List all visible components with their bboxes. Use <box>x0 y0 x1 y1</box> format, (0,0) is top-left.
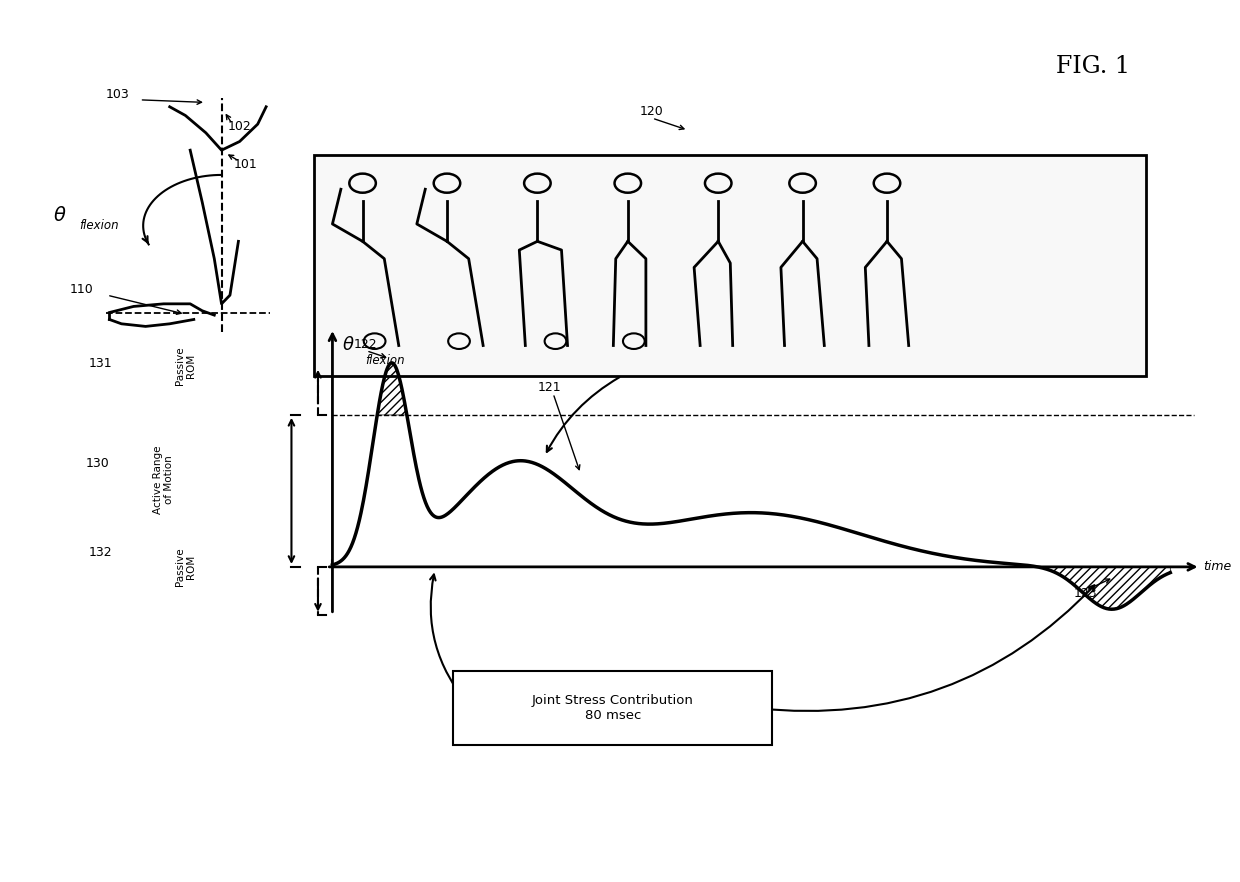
Text: time: time <box>1203 560 1231 573</box>
Text: $\theta$: $\theta$ <box>342 336 355 355</box>
Text: 132: 132 <box>89 546 113 558</box>
Text: 123: 123 <box>1074 587 1097 601</box>
Text: 121: 121 <box>537 381 560 393</box>
Text: 102: 102 <box>228 120 252 133</box>
Text: Active Range
of Motion: Active Range of Motion <box>153 445 175 514</box>
Text: Joint Stress Contribution
80 msec: Joint Stress Contribution 80 msec <box>532 694 693 722</box>
Text: Passive
ROM: Passive ROM <box>175 346 196 385</box>
Text: Passive
ROM: Passive ROM <box>175 548 196 587</box>
Text: 101: 101 <box>233 158 258 170</box>
Text: 103: 103 <box>105 88 129 101</box>
Text: 110: 110 <box>69 283 93 296</box>
Text: 120: 120 <box>640 106 663 118</box>
Text: 140: 140 <box>533 724 558 737</box>
Text: 130: 130 <box>86 457 109 470</box>
Text: flexion: flexion <box>79 220 119 232</box>
Text: $\theta$: $\theta$ <box>53 206 66 225</box>
Text: 131: 131 <box>89 357 113 370</box>
FancyBboxPatch shape <box>453 671 773 744</box>
Text: flexion: flexion <box>365 355 404 367</box>
Text: FIG. 1: FIG. 1 <box>1055 55 1130 78</box>
FancyBboxPatch shape <box>315 154 1146 376</box>
Text: 122: 122 <box>355 338 378 351</box>
